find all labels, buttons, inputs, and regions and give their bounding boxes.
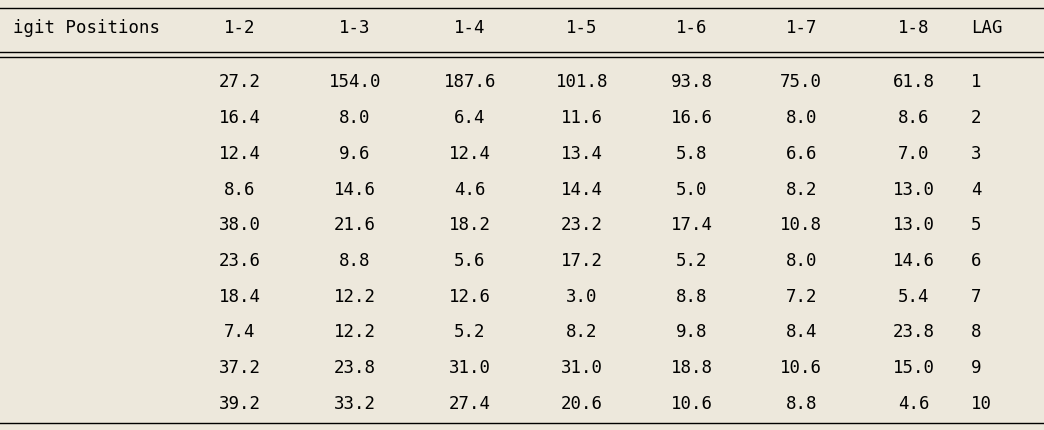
Text: 61.8: 61.8 [893,74,934,92]
Text: LAG: LAG [971,19,1002,37]
Text: 3: 3 [971,145,981,163]
Text: 37.2: 37.2 [219,359,261,377]
Text: 8.2: 8.2 [785,181,817,199]
Text: 11.6: 11.6 [561,109,603,127]
Text: 13.0: 13.0 [893,181,934,199]
Text: 12.6: 12.6 [449,288,491,306]
Text: 16.4: 16.4 [219,109,261,127]
Text: 1-8: 1-8 [898,19,929,37]
Text: 18.2: 18.2 [449,216,491,234]
Text: 8: 8 [971,323,981,341]
Text: 23.6: 23.6 [219,252,261,270]
Text: 23.2: 23.2 [561,216,603,234]
Text: 4.6: 4.6 [454,181,485,199]
Text: 17.4: 17.4 [670,216,713,234]
Text: 38.0: 38.0 [219,216,261,234]
Text: 1-3: 1-3 [339,19,371,37]
Text: 10.8: 10.8 [780,216,823,234]
Text: 14.6: 14.6 [893,252,934,270]
Text: 5.2: 5.2 [454,323,485,341]
Text: 8.0: 8.0 [785,109,817,127]
Text: 18.4: 18.4 [219,288,261,306]
Text: 1-5: 1-5 [566,19,598,37]
Text: 10.6: 10.6 [670,395,713,413]
Text: 16.6: 16.6 [670,109,713,127]
Text: 3.0: 3.0 [566,288,598,306]
Text: 15.0: 15.0 [893,359,934,377]
Text: 5.6: 5.6 [454,252,485,270]
Text: 20.6: 20.6 [561,395,603,413]
Text: 154.0: 154.0 [329,74,381,92]
Text: igit Positions: igit Positions [13,19,160,37]
Text: 1-7: 1-7 [785,19,817,37]
Text: 5.4: 5.4 [898,288,929,306]
Text: 12.2: 12.2 [334,288,376,306]
Text: 18.8: 18.8 [670,359,713,377]
Text: 23.8: 23.8 [893,323,934,341]
Text: 8.0: 8.0 [339,109,371,127]
Text: 187.6: 187.6 [444,74,496,92]
Text: 12.4: 12.4 [449,145,491,163]
Text: 8.4: 8.4 [785,323,817,341]
Text: 6.4: 6.4 [454,109,485,127]
Text: 5.8: 5.8 [675,145,708,163]
Text: 39.2: 39.2 [219,395,261,413]
Text: 8.0: 8.0 [785,252,817,270]
Text: 13.0: 13.0 [893,216,934,234]
Text: 2: 2 [971,109,981,127]
Text: 12.2: 12.2 [334,323,376,341]
Text: 13.4: 13.4 [561,145,603,163]
Text: 7: 7 [971,288,981,306]
Text: 8.2: 8.2 [566,323,598,341]
Text: 7.4: 7.4 [224,323,256,341]
Text: 9.6: 9.6 [339,145,371,163]
Text: 27.4: 27.4 [449,395,491,413]
Text: 1-2: 1-2 [224,19,256,37]
Text: 4: 4 [971,181,981,199]
Text: 33.2: 33.2 [334,395,376,413]
Text: 1-4: 1-4 [454,19,485,37]
Text: 7.2: 7.2 [785,288,817,306]
Text: 31.0: 31.0 [449,359,491,377]
Text: 5.2: 5.2 [675,252,708,270]
Text: 75.0: 75.0 [780,74,823,92]
Text: 31.0: 31.0 [561,359,603,377]
Text: 21.6: 21.6 [334,216,376,234]
Text: 4.6: 4.6 [898,395,929,413]
Text: 9: 9 [971,359,981,377]
Text: 1-6: 1-6 [675,19,708,37]
Text: 8.6: 8.6 [224,181,256,199]
Text: 9.8: 9.8 [675,323,708,341]
Text: 23.8: 23.8 [334,359,376,377]
Text: 8.8: 8.8 [785,395,817,413]
Text: 1: 1 [971,74,981,92]
Text: 17.2: 17.2 [561,252,603,270]
Text: 7.0: 7.0 [898,145,929,163]
Text: 27.2: 27.2 [219,74,261,92]
Text: 8.8: 8.8 [675,288,708,306]
Text: 5.0: 5.0 [675,181,708,199]
Text: 12.4: 12.4 [219,145,261,163]
Text: 8.8: 8.8 [339,252,371,270]
Text: 101.8: 101.8 [555,74,609,92]
Text: 10: 10 [971,395,992,413]
Text: 6: 6 [971,252,981,270]
Text: 5: 5 [971,216,981,234]
Text: 14.4: 14.4 [561,181,603,199]
Text: 6.6: 6.6 [785,145,817,163]
Text: 14.6: 14.6 [334,181,376,199]
Text: 10.6: 10.6 [780,359,823,377]
Text: 8.6: 8.6 [898,109,929,127]
Text: 93.8: 93.8 [670,74,713,92]
